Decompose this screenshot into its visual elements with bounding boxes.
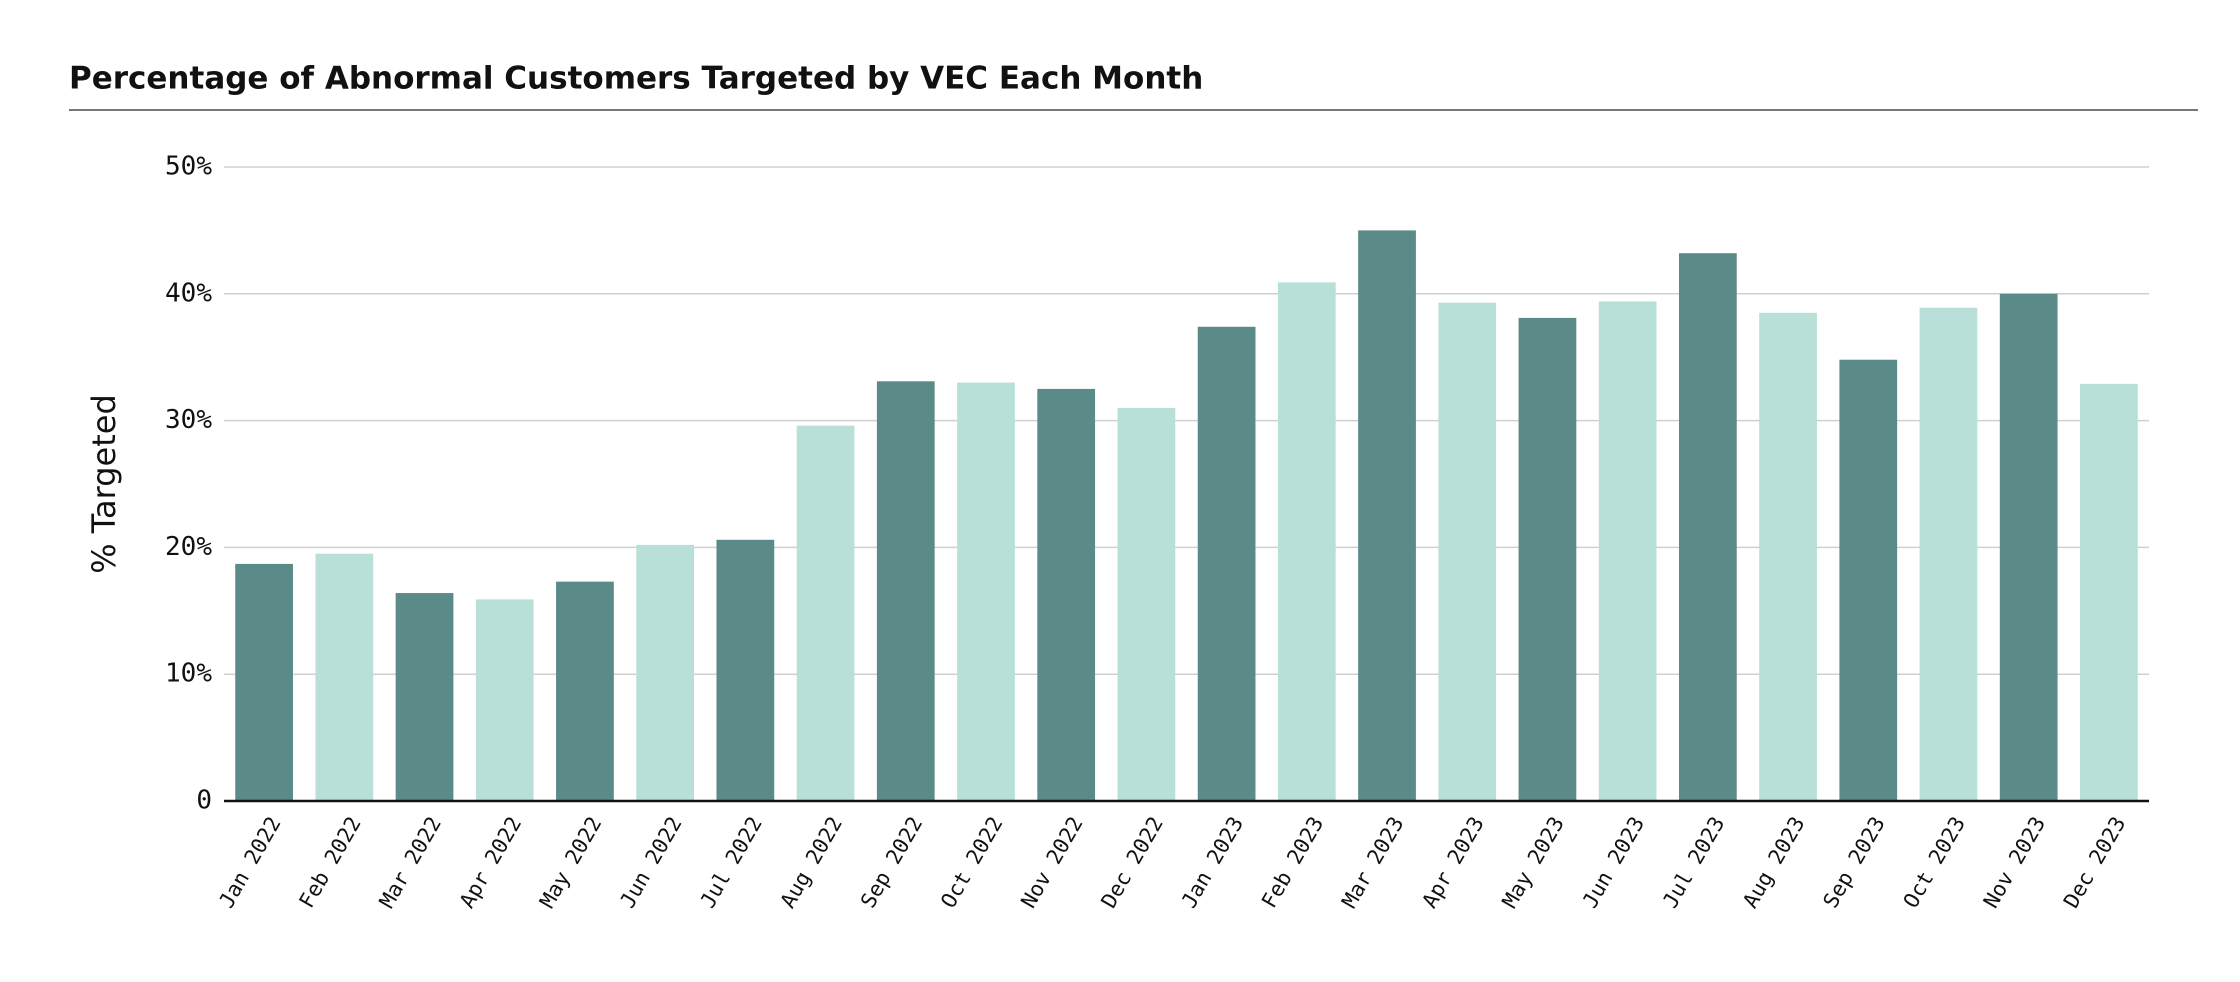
y-tick-label: 0 — [196, 786, 212, 816]
bar — [1839, 359, 1898, 801]
bar — [1999, 293, 2058, 801]
bar — [1438, 302, 1497, 801]
x-tick-label: Apr 2022 — [455, 813, 526, 913]
x-tick-label: Sep 2023 — [1818, 813, 1889, 913]
y-tick-label: 20% — [165, 532, 212, 562]
bar — [1277, 282, 1336, 801]
x-tick-label: Oct 2022 — [936, 813, 1007, 913]
x-tick-label: Mar 2022 — [375, 813, 446, 913]
x-tick-label: Jul 2022 — [696, 813, 767, 913]
x-tick-label: Nov 2022 — [1016, 813, 1087, 913]
bar — [876, 381, 935, 801]
x-tick-label: Dec 2023 — [2059, 813, 2130, 913]
x-tick-label: Jan 2023 — [1177, 813, 1248, 913]
x-tick-label: Apr 2023 — [1417, 813, 1488, 913]
x-tick-label: Aug 2023 — [1738, 813, 1809, 913]
bar — [1598, 301, 1657, 801]
x-tick-label: Mar 2023 — [1337, 813, 1408, 913]
x-tick-label: Feb 2023 — [1257, 813, 1328, 913]
x-tick-label: Dec 2022 — [1097, 813, 1168, 913]
chart-title: Percentage of Abnormal Customers Targete… — [69, 61, 1203, 97]
bar — [395, 593, 454, 801]
x-tick-label: Aug 2022 — [776, 813, 847, 913]
bar — [957, 382, 1015, 801]
x-tick-label: May 2023 — [1498, 813, 1569, 913]
bar — [2080, 383, 2138, 801]
bar — [556, 581, 614, 801]
bar — [1678, 253, 1737, 801]
x-tick-label: May 2022 — [535, 813, 606, 913]
bar — [1919, 307, 1978, 801]
x-tick-label: Jan 2022 — [214, 813, 285, 913]
bar — [1518, 317, 1577, 801]
bar — [475, 599, 534, 801]
y-tick-label: 10% — [165, 659, 212, 689]
y-axis-label: % Targeted — [85, 394, 123, 574]
bar — [315, 553, 374, 801]
y-tick-label: 40% — [165, 278, 212, 308]
bar — [1358, 230, 1416, 801]
bar — [1037, 388, 1096, 801]
bar — [1759, 312, 1817, 801]
x-tick-label: Feb 2022 — [294, 813, 365, 913]
y-tick-label: 50% — [165, 152, 212, 182]
x-tick-label: Sep 2022 — [856, 813, 927, 913]
x-tick-label: Jun 2022 — [615, 813, 686, 913]
bar — [1117, 407, 1176, 801]
bar — [796, 425, 855, 801]
x-tick-label: Jun 2023 — [1578, 813, 1649, 913]
bar — [1197, 326, 1256, 801]
x-tick-label: Oct 2023 — [1899, 813, 1970, 913]
bar — [235, 563, 293, 801]
y-tick-label: 30% — [165, 405, 212, 435]
bar — [636, 544, 695, 801]
x-tick-label: Nov 2023 — [1979, 813, 2050, 913]
x-tick-label: Jul 2023 — [1658, 813, 1729, 913]
bar — [716, 539, 775, 801]
